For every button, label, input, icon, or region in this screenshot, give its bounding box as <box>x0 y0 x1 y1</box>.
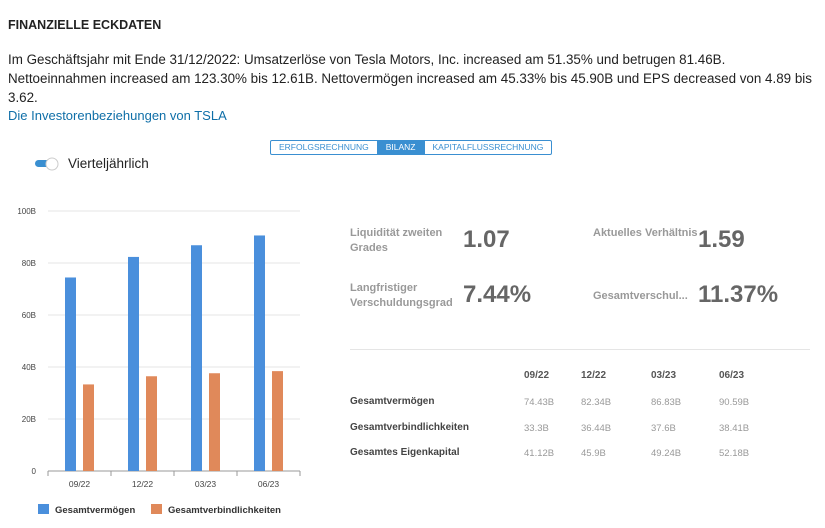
x-tick-label: 12/22 <box>132 479 154 489</box>
column-header: 12/22 <box>581 370 607 381</box>
row-label: Gesamtverbindlichkeiten <box>350 422 469 433</box>
y-tick-label: 0 <box>32 467 37 476</box>
x-tick-label: 06/23 <box>258 479 280 489</box>
y-tick-label: 20B <box>22 415 36 424</box>
cell: 86.83B <box>651 397 682 408</box>
bar <box>272 371 283 471</box>
cell: 52.18B <box>719 448 750 459</box>
bar <box>65 277 76 471</box>
ratio-value: 11.37% <box>698 281 779 308</box>
section-title: FINANZIELLE ECKDATEN <box>8 18 162 32</box>
y-tick-label: 40B <box>22 363 36 372</box>
y-tick-label: 100B <box>17 207 36 216</box>
legend-swatch <box>38 504 49 514</box>
chart: 0 20B 40B 60B 80B 100B 09/22 12/22 03/23 06/23 Ges… <box>17 207 301 516</box>
bar <box>254 235 265 471</box>
ratio-label: Gesamtverschul... <box>593 290 688 302</box>
row-label: Gesamtes Eigenkapital <box>350 447 460 458</box>
cell: 90.59B <box>719 397 750 408</box>
column-header: 09/22 <box>524 370 550 381</box>
legend-label: Gesamtvermögen <box>55 505 135 516</box>
cell: 74.43B <box>524 397 555 408</box>
ratio-label: Aktuelles Verhältnis <box>593 227 698 239</box>
bar <box>128 256 139 471</box>
cell: 38.41B <box>719 423 750 434</box>
bar <box>146 376 157 471</box>
x-tick-label: 03/23 <box>195 479 217 489</box>
ratio-label: Langfristiger Verschuldungsgrad <box>350 282 453 309</box>
y-tick-label: 80B <box>22 259 36 268</box>
separator <box>350 349 810 350</box>
cell: 82.34B <box>581 397 612 408</box>
row-label: Gesamtvermögen <box>350 396 435 407</box>
x-tick-label: 09/22 <box>69 479 91 489</box>
cell: 33.3B <box>524 423 549 434</box>
cell: 37.6B <box>651 423 676 434</box>
cell: 45.9B <box>581 448 606 459</box>
cell: 36.44B <box>581 423 612 434</box>
legend-swatch <box>151 504 162 514</box>
ratio-value: 7.44% <box>463 281 532 308</box>
ratio-label: Liquidität zweiten Grades <box>350 227 443 254</box>
y-tick-label: 60B <box>22 311 36 320</box>
ratio-value: 1.07 <box>463 226 510 253</box>
legend-label: Gesamtverbindlichkeiten <box>168 505 281 516</box>
column-header: 06/23 <box>719 370 745 381</box>
cell: 49.24B <box>651 448 682 459</box>
toggle[interactable] <box>35 157 59 171</box>
summary: Im Geschäftsjahr mit Ende 31/12/2022: Um… <box>8 52 812 105</box>
toggle-label: Vierteljährlich <box>68 156 149 171</box>
tab[interactable]: ERFOLGSRECHNUNG <box>279 142 369 152</box>
ir-link[interactable]: Die Investorenbeziehungen von TSLA <box>8 108 227 123</box>
bar <box>83 384 94 471</box>
column-header: 03/23 <box>651 370 677 381</box>
bar <box>191 245 202 471</box>
bar <box>209 373 220 471</box>
ratio-value: 1.59 <box>698 226 745 253</box>
cell: 41.12B <box>524 448 555 459</box>
tab[interactable]: BILANZ <box>376 141 424 154</box>
tabs: ERFOLGSRECHNUNG BILANZ KAPITALFLUSSRECHN… <box>270 140 553 155</box>
tab[interactable]: KAPITALFLUSSRECHNUNG <box>423 141 552 154</box>
